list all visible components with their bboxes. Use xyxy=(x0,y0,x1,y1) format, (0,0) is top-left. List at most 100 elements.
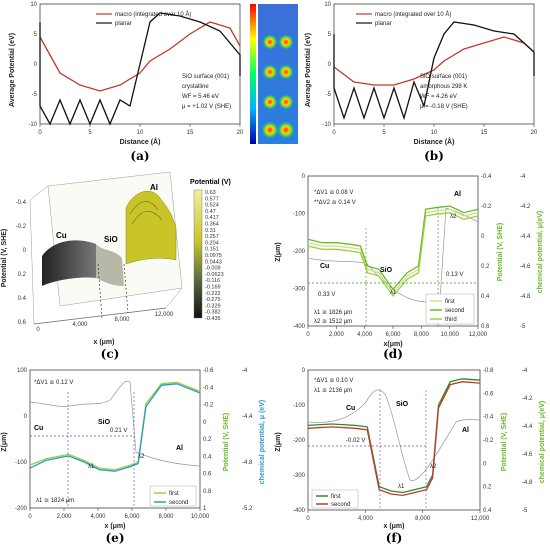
y-tick-label: -300 xyxy=(293,473,306,479)
caption-d: (d) xyxy=(383,347,403,360)
ylabel-right-f: Potential (V, SHE) xyxy=(501,413,508,471)
y-tick-label: 0 xyxy=(302,174,306,180)
y-right-tick-label: 0.6 xyxy=(203,472,212,478)
annotation-a-2: crystalline xyxy=(182,84,209,90)
legend-planar-b: planar xyxy=(375,21,392,27)
y-tick-label: -5 xyxy=(326,92,332,98)
colorbar-tick-label: 0.31 xyxy=(205,228,216,234)
charge-density-map xyxy=(250,4,298,144)
y-right-tick-label: 0.6 xyxy=(481,324,490,330)
ylabel-right2-d: chemical potential, μ(eV) xyxy=(537,211,544,293)
axes-a: Average Potential (eV) Distance (Å) 0 5 10… xyxy=(9,2,244,146)
y-right-tick-label: 0.4 xyxy=(481,294,490,300)
x-tick-label: 0 xyxy=(332,130,336,136)
colorbar-tick-label: 0.0975 xyxy=(205,253,222,259)
xlabel-d: x(μm) xyxy=(383,341,402,348)
region-cu-e: Cu xyxy=(34,425,43,432)
colorbar-tick-label: -0.116 xyxy=(205,278,220,284)
region-al-c: Al xyxy=(150,183,158,192)
annotation-f-dv1: *ΔV1 ≅ 0.10 V xyxy=(314,378,353,384)
x-tick-label: 10 xyxy=(431,130,438,136)
axes-d: 0 2,000 4,000 6,000 8,000 10,000 12,000 0 -100 -2… xyxy=(275,174,544,348)
y-tick-label: 0.6 xyxy=(18,320,27,326)
y-tick-label: -100 xyxy=(293,212,306,218)
topography-f xyxy=(307,389,481,481)
y-right2-tick-label: -4.8 xyxy=(522,480,533,486)
ylabel-f: Z(μm) xyxy=(275,432,282,451)
x-tick-label: 5 xyxy=(88,130,92,136)
lambda2-marker-d: λ2 xyxy=(450,214,457,220)
y-right-tick-label: -0.6 xyxy=(203,368,214,374)
y-tick-label: -100 xyxy=(293,403,306,409)
ylabel-a: Average Potential (eV) xyxy=(9,33,16,107)
x-tick-label: 10,000 xyxy=(440,332,459,338)
chart-c: Cu SiO Al 04,0008,00012,000-0.4-0.200.20… xyxy=(1,171,231,360)
colorbar-tick-label: 0.364 xyxy=(205,222,219,228)
y-right2-tick-label: -4 xyxy=(522,368,528,374)
y-right2-tick-label: -5 xyxy=(520,324,526,330)
y-right-tick-label: -0.2 xyxy=(483,438,494,444)
y-tick-label: -10 xyxy=(28,122,37,128)
y-tick-label: 10 xyxy=(30,2,37,8)
colorbar-tick-label: -0.222 xyxy=(205,291,221,297)
y-tick-label: -0.4 xyxy=(16,200,27,206)
x-tick-label: 10,000 xyxy=(191,514,210,520)
y-tick-label: 0.4 xyxy=(18,296,27,302)
annotation-d-033: 0.33 V xyxy=(318,292,335,298)
x-tick-label: 15 xyxy=(187,130,194,136)
topography-d xyxy=(307,207,479,303)
heatmap-blob xyxy=(278,64,294,80)
y-right2-tick-label: -4.8 xyxy=(520,294,531,300)
heatmap-blob xyxy=(261,121,279,139)
annotation-e-021: 0.21 V xyxy=(110,428,127,434)
y-right-tick-label: 0.4 xyxy=(203,454,212,460)
y-right2-tick-label: -4.6 xyxy=(522,452,533,458)
y-right-tick-label: -0.4 xyxy=(483,415,494,421)
y-tick-label: 5 xyxy=(34,32,38,38)
x-tick-label: 8,000 xyxy=(414,332,430,338)
colorbar-tick-label: 0.151 xyxy=(205,247,219,253)
x-tick-label: 6,000 xyxy=(385,332,401,338)
y-tick-label: 0 xyxy=(23,248,27,254)
caption-f: (f) xyxy=(386,531,403,545)
al-surface xyxy=(125,190,177,265)
y-right-tick-label: 0.8 xyxy=(203,489,212,495)
x-tick-label: 6,000 xyxy=(124,514,140,520)
xlabel-c: x (μm) xyxy=(93,339,114,346)
box-edge xyxy=(165,287,183,309)
heatmap-blob xyxy=(277,121,295,139)
chart-b: Average Potential (eV) Distance (Å) 0 5 10… xyxy=(305,2,538,163)
y-right-tick-label: -0.8 xyxy=(483,368,494,374)
colorbar-tick-label: -0.009 xyxy=(205,266,221,272)
x-tick-label: 4,000 xyxy=(358,516,374,522)
lambda2-marker-f: λ2 xyxy=(430,464,437,470)
y-tick-label: -10 xyxy=(322,122,331,128)
caption-e: (e) xyxy=(106,531,125,545)
xlabel-b: Distance (Å) xyxy=(414,137,455,146)
annotation-b-2: amorphous 298 K xyxy=(420,84,467,90)
y-tick-label: -0.2 xyxy=(16,224,27,230)
legend-second-d: second xyxy=(445,308,464,314)
x-tick-label: 4,000 xyxy=(90,514,106,520)
x-tick-label: 8,000 xyxy=(158,514,174,520)
y-tick-label: 100 xyxy=(17,368,28,374)
x-tick-label: 8,000 xyxy=(415,516,431,522)
colorbar-tick-label: 0.417 xyxy=(205,215,219,221)
colorbar-tick-label: -0.169 xyxy=(205,285,221,291)
legend-macro-b: macro (integrated over 10 Å) xyxy=(375,11,451,18)
ylabel-b: Average Potential (eV) xyxy=(305,33,312,107)
y-tick-label: 5 xyxy=(328,32,332,38)
x-tick-label: 5 xyxy=(382,130,386,136)
heatmap-blob xyxy=(278,94,294,110)
x-tick-label: 2,000 xyxy=(56,514,72,520)
heatmap-blob xyxy=(278,34,294,50)
annotation-a-4: μ = +1.02 V (SHE) xyxy=(182,104,231,110)
colorbar-tick-label: 0.0443 xyxy=(205,259,222,265)
y-tick-label: -300 xyxy=(293,287,306,293)
y-right-tick-label: 0.4 xyxy=(483,508,492,514)
series-line-d-1 xyxy=(307,205,479,291)
lambda1-marker-d: λ1 xyxy=(390,290,397,296)
annotation-d-013: 0.13 V xyxy=(446,272,463,278)
axes-f: 0 4,000 8,000 12,000 0 -100 -200 -300 -400 -0.8 -0… xyxy=(275,368,546,530)
cu-surface xyxy=(42,240,96,286)
